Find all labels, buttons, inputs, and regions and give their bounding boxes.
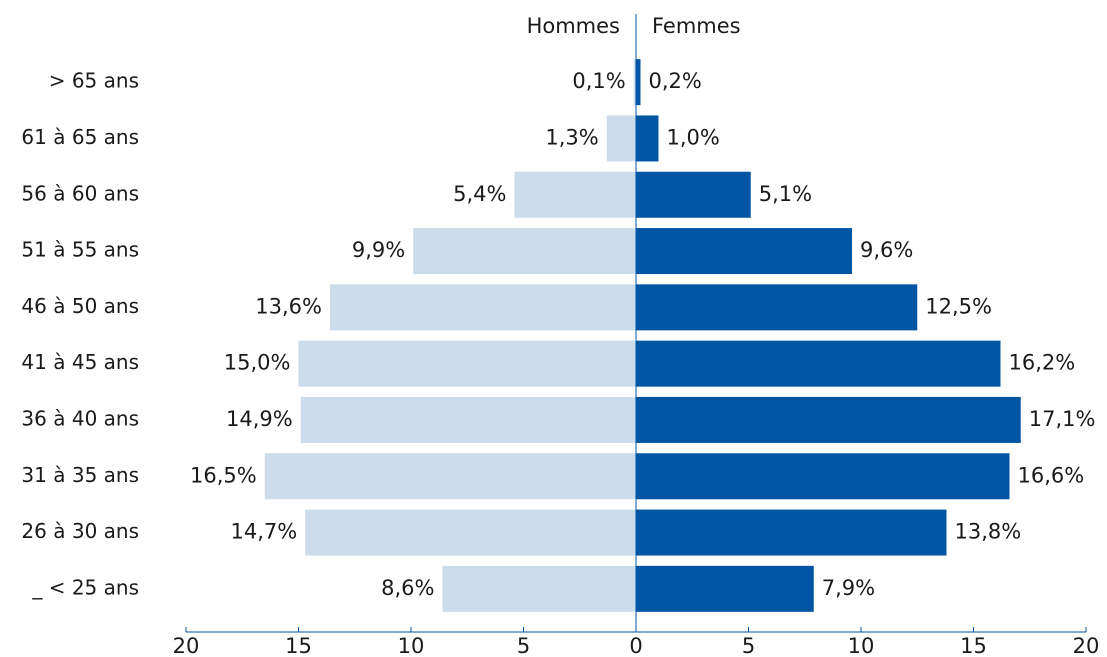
category-label: 26 à 30 ans [21, 519, 139, 543]
value-label: 12,5% [925, 294, 992, 318]
category-label: 46 à 50 ans [21, 294, 139, 318]
bar [413, 228, 636, 275]
x-tick-label: 5 [742, 634, 755, 657]
x-tick-label: 20 [1073, 634, 1100, 657]
bar [300, 396, 636, 443]
x-tick-label: 0 [629, 634, 642, 657]
value-label: 14,9% [226, 407, 293, 431]
category-label: 36 à 40 ans [21, 406, 139, 430]
bar [514, 171, 636, 218]
legend-label: Femmes [652, 14, 741, 38]
legend-label: Hommes [527, 14, 620, 38]
value-label: 17,1% [1029, 407, 1096, 431]
value-label: 0,2% [649, 69, 702, 93]
category-label: > 65 ans [49, 69, 139, 93]
value-label: 8,6% [381, 576, 434, 600]
category-label: 61 à 65 ans [21, 125, 139, 149]
bar [636, 284, 918, 331]
value-label: 16,6% [1018, 463, 1085, 487]
x-tick-label: 20 [173, 634, 200, 657]
value-label: 1,0% [667, 125, 720, 149]
value-label: 5,4% [453, 182, 506, 206]
value-label: 9,9% [352, 238, 405, 262]
x-tick-label: 15 [285, 634, 312, 657]
value-label: 5,1% [759, 182, 812, 206]
category-label: 51 à 55 ans [21, 238, 139, 262]
bar [298, 340, 636, 387]
bar [636, 453, 1010, 500]
x-tick-label: 15 [960, 634, 987, 657]
value-label: 1,3% [545, 125, 598, 149]
value-label: 9,6% [860, 238, 913, 262]
bar [636, 228, 852, 275]
bar [636, 509, 947, 556]
value-label: 14,7% [231, 520, 298, 544]
bar [636, 396, 1021, 443]
value-label: 15,0% [224, 351, 291, 375]
category-label: 56 à 60 ans [21, 181, 139, 205]
x-tick-label: 10 [848, 634, 875, 657]
value-label: 13,8% [955, 520, 1022, 544]
x-tick-label: 10 [398, 634, 425, 657]
bar [442, 565, 636, 612]
bar [633, 59, 636, 106]
value-label: 16,5% [190, 463, 257, 487]
bar [636, 171, 751, 218]
bar [264, 453, 636, 500]
bar [636, 565, 814, 612]
value-label: 0,1% [572, 69, 625, 93]
category-label: 41 à 45 ans [21, 350, 139, 374]
category-label: 31 à 35 ans [21, 463, 139, 487]
bar [606, 115, 636, 162]
x-tick-label: 5 [517, 634, 530, 657]
value-label: 7,9% [822, 576, 875, 600]
value-label: 16,2% [1009, 351, 1076, 375]
category-label: _ < 25 ans [31, 575, 139, 599]
value-label: 13,6% [255, 294, 322, 318]
bar [636, 115, 659, 162]
bar [636, 59, 641, 106]
bar [330, 284, 636, 331]
bar [636, 340, 1001, 387]
bar [305, 509, 636, 556]
